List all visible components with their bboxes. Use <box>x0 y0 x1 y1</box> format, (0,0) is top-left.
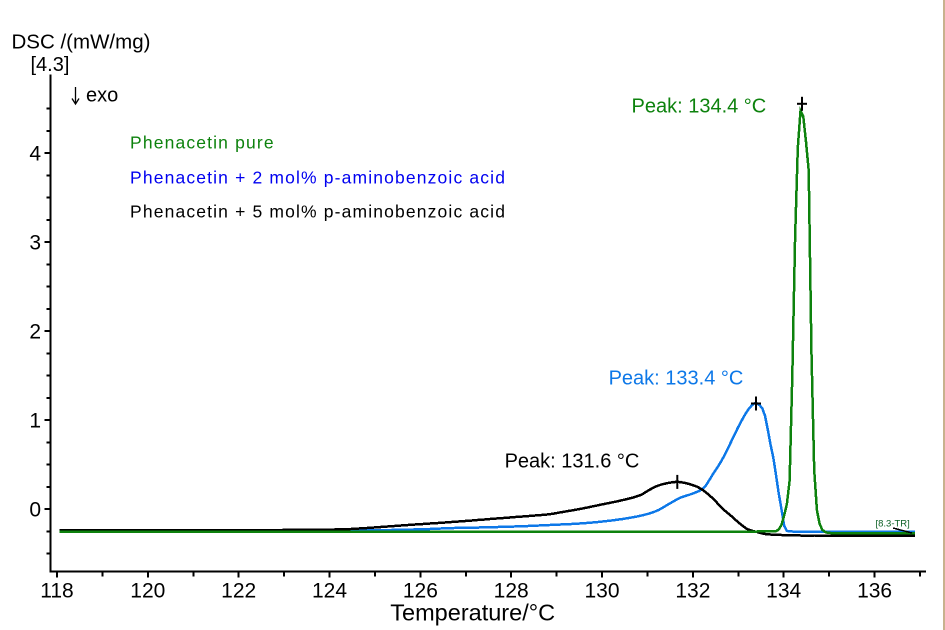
svg-text:exo: exo <box>86 85 118 107</box>
svg-text:[8.3-TR]: [8.3-TR] <box>876 519 910 530</box>
svg-text:128: 128 <box>494 580 529 603</box>
svg-text:118: 118 <box>40 580 73 603</box>
svg-text:4: 4 <box>29 143 41 166</box>
svg-text:DSC /(mW/mg): DSC /(mW/mg) <box>12 31 151 54</box>
svg-text:[4.3]: [4.3] <box>31 54 70 76</box>
svg-text:120: 120 <box>130 580 165 603</box>
svg-text:Peak: 131.6 °C: Peak: 131.6 °C <box>505 451 640 473</box>
svg-text:126: 126 <box>403 580 438 603</box>
svg-text:Phenacetin + 2 mol% p-aminoben: Phenacetin + 2 mol% p-aminobenzoic acid <box>130 167 506 187</box>
svg-text:Peak: 134.4 °C: Peak: 134.4 °C <box>632 96 767 118</box>
svg-text:122: 122 <box>221 580 256 603</box>
svg-text:3: 3 <box>29 232 41 255</box>
svg-text:136: 136 <box>857 580 892 603</box>
svg-text:1: 1 <box>29 410 41 433</box>
svg-text:2: 2 <box>29 321 41 344</box>
svg-text:130: 130 <box>584 580 619 603</box>
svg-text:134: 134 <box>766 580 801 603</box>
svg-text:124: 124 <box>312 580 347 603</box>
svg-text:Temperature/°C: Temperature/°C <box>390 600 555 626</box>
svg-text:Phenacetin + 5 mol% p-aminoben: Phenacetin + 5 mol% p-aminobenzoic acid <box>130 201 506 221</box>
svg-text:Peak: 133.4 °C: Peak: 133.4 °C <box>609 368 744 390</box>
svg-text:0: 0 <box>29 499 41 522</box>
svg-text:Phenacetin pure: Phenacetin pure <box>130 132 275 152</box>
svg-text:132: 132 <box>675 580 710 603</box>
